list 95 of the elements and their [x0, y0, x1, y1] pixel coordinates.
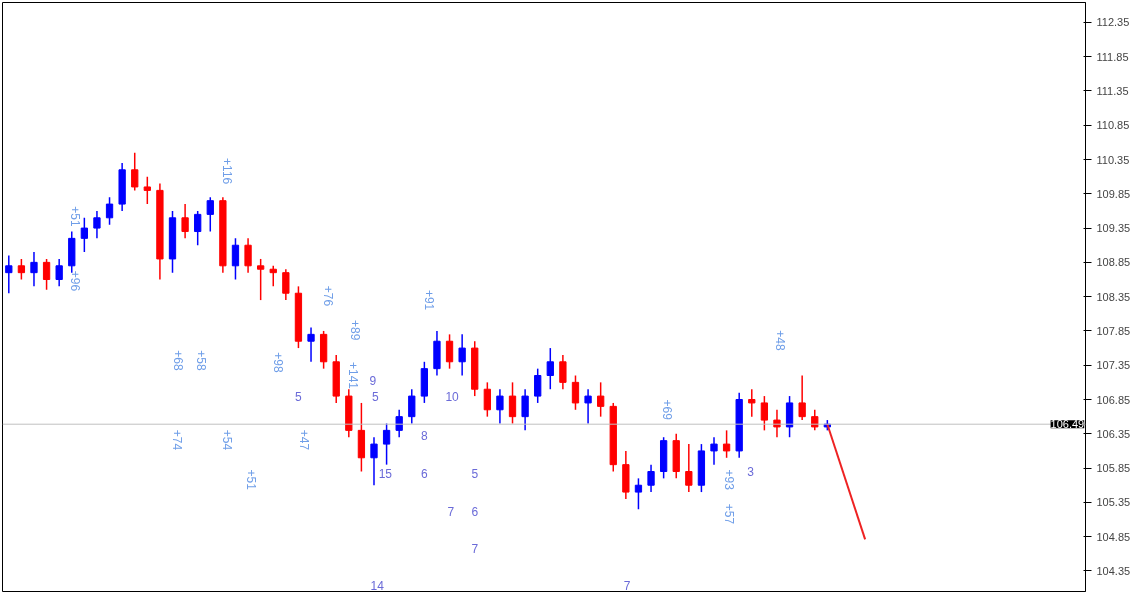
candlestick — [181, 203, 189, 240]
ref-line-label: 106.49 — [1050, 418, 1085, 431]
candlestick — [307, 326, 315, 363]
candlestick — [710, 436, 718, 466]
annotation: 5 — [471, 467, 479, 482]
y-tick-label: 110.35 — [1096, 153, 1130, 166]
annotation: +57 — [722, 503, 737, 525]
candlestick — [521, 388, 529, 432]
annotation: +47 — [297, 429, 312, 451]
annotation: 7 — [623, 578, 631, 593]
y-tick-label: 109.35 — [1096, 222, 1131, 235]
annotation: +91 — [421, 289, 436, 311]
annotation: 9 — [369, 373, 377, 388]
y-tick-label: 108.85 — [1096, 256, 1131, 269]
annotation: +74 — [170, 429, 185, 451]
candlestick — [748, 388, 756, 418]
candlestick — [483, 381, 491, 418]
candlestick — [231, 237, 240, 281]
candlestick — [244, 237, 252, 274]
y-tick-label: 111.35 — [1096, 84, 1129, 97]
y-tick-label: 112.35 — [1096, 16, 1130, 29]
candlestick — [571, 374, 580, 411]
y-tick-label: 109.85 — [1096, 187, 1131, 200]
annotation: +68 — [171, 350, 186, 371]
annotation: 5 — [371, 389, 379, 404]
candlestick — [722, 429, 731, 459]
annotation: +69 — [659, 399, 674, 421]
candlestick — [30, 251, 38, 288]
candlestick — [370, 436, 378, 486]
y-tick-label: 110.85 — [1096, 119, 1130, 132]
candlestick — [760, 395, 769, 432]
candlestick — [445, 333, 454, 370]
candlestick — [559, 354, 567, 390]
candlestick — [798, 374, 806, 421]
annotation: 7 — [471, 542, 479, 557]
candlestick — [282, 268, 290, 301]
annotation: +76 — [321, 285, 336, 307]
candlestick — [534, 367, 542, 404]
candlestick — [458, 333, 466, 377]
candlestick — [194, 210, 202, 246]
annotation: +141 — [346, 362, 361, 390]
candlestick — [597, 381, 605, 418]
annotation: 15 — [378, 467, 393, 482]
y-tick-label: 104.85 — [1096, 530, 1131, 543]
annotation: 6 — [421, 467, 429, 482]
annotation: 5 — [295, 389, 303, 404]
candlestick — [5, 254, 13, 294]
candlestick — [80, 217, 88, 253]
candlestick — [395, 409, 403, 438]
candlestick — [131, 151, 139, 192]
candlestick — [546, 347, 554, 390]
annotation: 6 — [471, 504, 479, 519]
annotation: +93 — [722, 469, 737, 491]
candlestick — [647, 463, 655, 493]
annotation: 10 — [445, 389, 460, 404]
annotation: +116 — [220, 158, 235, 185]
annotation: +54 — [220, 429, 235, 451]
annotation: +51 — [244, 469, 259, 491]
y-tick-label: 107.35 — [1096, 359, 1131, 372]
candlestick — [785, 395, 794, 438]
candlestick — [105, 196, 114, 226]
candlestick — [42, 258, 51, 291]
candlestick — [206, 196, 214, 233]
annotation: +51 — [68, 206, 83, 227]
candlestick — [408, 388, 416, 425]
candlestick — [143, 175, 151, 205]
candlestick — [634, 477, 643, 510]
y-tick-label: 105.85 — [1096, 462, 1131, 475]
y-tick-label: 106.35 — [1096, 427, 1131, 440]
candlestick — [93, 210, 101, 240]
candlestick — [508, 381, 517, 425]
candlestick — [382, 422, 391, 466]
y-tick-label: 108.35 — [1096, 290, 1131, 303]
candlestick — [773, 409, 781, 438]
annotation: 7 — [447, 504, 455, 519]
y-tick-label: 106.85 — [1096, 393, 1131, 406]
y-tick-label: 107.85 — [1096, 324, 1131, 337]
annotation: +48 — [773, 330, 788, 352]
candlestick — [55, 258, 63, 288]
annotation: +98 — [270, 352, 285, 373]
annotation: +58 — [193, 350, 208, 371]
y-tick-label: 111.85 — [1096, 50, 1129, 63]
candlestick — [269, 265, 277, 288]
candlestick — [685, 443, 693, 493]
candlestick — [496, 388, 504, 425]
annotation: +89 — [347, 320, 362, 341]
y-tick-label: 105.35 — [1096, 496, 1131, 509]
annotation: 8 — [421, 428, 429, 443]
candlestick — [584, 388, 592, 425]
y-tick-label: 104.35 — [1096, 564, 1131, 577]
annotation: 14 — [370, 578, 385, 593]
annotation: 3 — [747, 465, 755, 480]
candlestick — [17, 258, 26, 281]
annotation: +96 — [68, 270, 83, 292]
candlestick — [257, 258, 265, 301]
